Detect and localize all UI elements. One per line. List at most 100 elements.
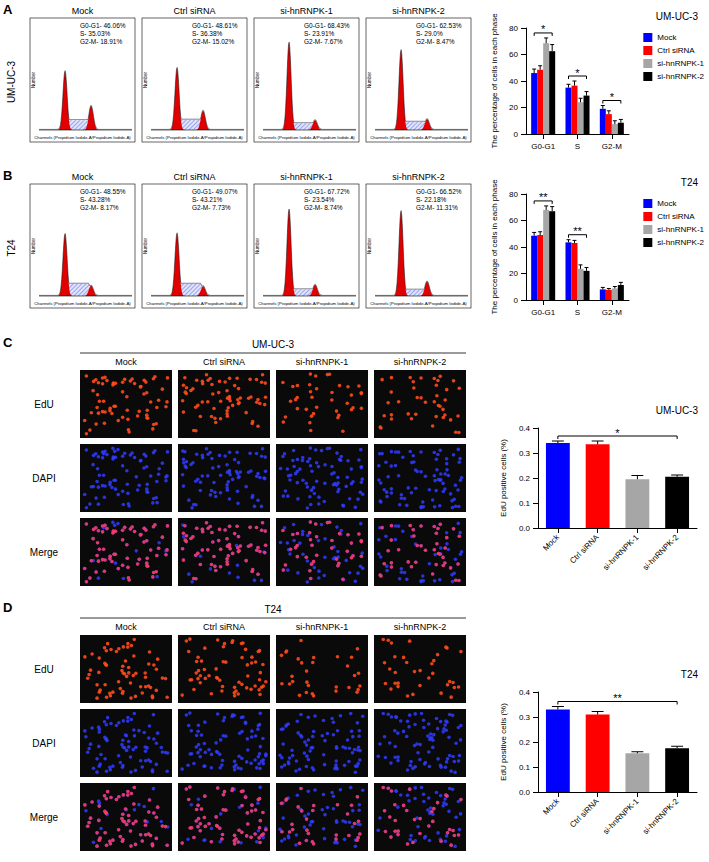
svg-text:Ctrl siRNA: Ctrl siRNA [657,212,695,221]
svg-text:Number: Number [367,72,372,89]
svg-text:Mock: Mock [72,172,94,182]
svg-text:S- 43.21%: S- 43.21% [192,196,223,203]
svg-text:40: 40 [509,243,518,252]
svg-text:G2-M- 15.02%: G2-M- 15.02% [192,38,234,45]
svg-text:G0-G1- 48.61%: G0-G1- 48.61% [192,22,238,29]
svg-text:G2-M- 7.73%: G2-M- 7.73% [192,204,231,211]
svg-text:S: S [575,308,580,317]
svg-text:0: 0 [514,130,519,139]
svg-text:0.1: 0.1 [519,763,531,772]
svg-text:0.0: 0.0 [519,788,531,797]
svg-text:Ctrl siRNA: Ctrl siRNA [203,622,245,632]
svg-text:Ctrl siRNA: Ctrl siRNA [568,796,601,829]
svg-text:0.2: 0.2 [519,738,531,747]
svg-text:Ctrl siRNA: Ctrl siRNA [568,532,601,565]
svg-text:S- 23.54%: S- 23.54% [304,196,335,203]
svg-text:si-hnRNPK-1: si-hnRNPK-1 [657,59,704,68]
svg-text:EdU: EdU [34,399,53,410]
svg-text:G0-G1- 67.72%: G0-G1- 67.72% [304,188,350,195]
svg-text:S- 23.91%: S- 23.91% [304,30,335,37]
svg-text:D: D [3,600,12,615]
svg-text:0.3: 0.3 [519,449,531,458]
svg-text:*: * [615,427,620,439]
svg-text:Channels (Propidium Iodide-A/P: Channels (Propidium Iodide-A/Propidium I… [258,301,355,306]
svg-text:Ctrl siRNA: Ctrl siRNA [174,6,216,16]
svg-text:0: 0 [514,296,519,305]
svg-text:S- 36.38%: S- 36.38% [192,30,223,37]
svg-text:G0-G1- 66.52%: G0-G1- 66.52% [416,188,462,195]
svg-text:Ctrl siRNA: Ctrl siRNA [174,172,216,182]
svg-text:Mock: Mock [657,199,677,208]
svg-text:Mock: Mock [115,622,137,632]
svg-text:Channels (Propidium Iodide-A/P: Channels (Propidium Iodide-A/Propidium I… [34,301,131,306]
svg-text:Channels (Propidium Iodide-A/P: Channels (Propidium Iodide-A/Propidium I… [370,301,467,306]
svg-text:0.4: 0.4 [519,688,531,697]
svg-text:60: 60 [509,50,518,59]
svg-text:**: ** [613,692,622,704]
svg-text:**: ** [573,225,582,237]
svg-text:Number: Number [143,238,148,255]
svg-text:Merge: Merge [30,547,59,558]
svg-text:G2-M- 7.67%: G2-M- 7.67% [304,38,343,45]
svg-text:G0-G1- 46.06%: G0-G1- 46.06% [80,22,126,29]
svg-text:EdU positive cells (%): EdU positive cells (%) [499,439,508,517]
svg-text:G0-G1- 48.55%: G0-G1- 48.55% [80,188,126,195]
svg-text:G2-M- 8.47%: G2-M- 8.47% [416,38,455,45]
svg-text:Ctrl siRNA: Ctrl siRNA [657,46,695,55]
svg-text:UM-UC-3: UM-UC-3 [6,60,17,103]
svg-text:B: B [3,168,12,183]
svg-text:The percentage of cells in eac: The percentage of cells in each phase [490,179,499,315]
svg-text:Number: Number [255,72,260,89]
svg-text:Number: Number [31,72,36,89]
svg-text:T24: T24 [681,669,699,680]
svg-text:UM-UC-3: UM-UC-3 [656,405,699,416]
svg-text:si-hnRNPK-2: si-hnRNPK-2 [641,796,681,836]
svg-text:20: 20 [509,103,518,112]
svg-text:S- 35.03%: S- 35.03% [80,30,111,37]
svg-text:si-hnRNPK-1: si-hnRNPK-1 [296,622,349,632]
svg-text:si-hnRNPK-1: si-hnRNPK-1 [657,225,704,234]
svg-text:T24: T24 [681,177,699,188]
svg-text:Merge: Merge [30,812,59,823]
svg-text:Mock: Mock [115,357,137,367]
svg-text:si-hnRNPK-2: si-hnRNPK-2 [394,622,447,632]
svg-text:G2-M- 8.74%: G2-M- 8.74% [304,204,343,211]
svg-text:S- 43.28%: S- 43.28% [80,196,111,203]
svg-text:40: 40 [509,77,518,86]
svg-text:Channels (Propidium Iodide-A/P: Channels (Propidium Iodide-A/Propidium I… [370,135,467,140]
svg-text:si-hnRNPK-2: si-hnRNPK-2 [394,357,447,367]
svg-text:si-hnRNPK-2: si-hnRNPK-2 [392,172,445,182]
svg-text:G2-M- 11.31%: G2-M- 11.31% [416,204,458,211]
svg-text:si-hnRNPK-1: si-hnRNPK-1 [296,357,349,367]
svg-text:si-hnRNPK-1: si-hnRNPK-1 [601,796,641,836]
svg-text:Mock: Mock [541,533,561,553]
svg-text:T24: T24 [6,239,17,257]
svg-text:si-hnRNPK-2: si-hnRNPK-2 [657,238,704,247]
svg-text:80: 80 [509,190,518,199]
svg-text:Mock: Mock [72,6,94,16]
svg-text:si-hnRNPK-2: si-hnRNPK-2 [641,532,681,572]
svg-text:si-hnRNPK-1: si-hnRNPK-1 [280,6,333,16]
svg-text:G2-M: G2-M [602,142,622,151]
svg-text:0.0: 0.0 [519,524,531,533]
svg-text:60: 60 [509,216,518,225]
svg-text:G0-G1- 49.07%: G0-G1- 49.07% [192,188,238,195]
svg-text:si-hnRNPK-1: si-hnRNPK-1 [601,532,641,572]
svg-text:Number: Number [255,238,260,255]
svg-text:si-hnRNPK-1: si-hnRNPK-1 [280,172,333,182]
svg-text:G0-G1: G0-G1 [531,308,556,317]
svg-text:Mock: Mock [657,33,677,42]
svg-text:T24: T24 [264,604,282,615]
svg-text:0.3: 0.3 [519,713,531,722]
svg-text:Number: Number [367,238,372,255]
svg-text:DAPI: DAPI [32,473,55,484]
svg-text:0.4: 0.4 [519,424,531,433]
svg-text:*: * [541,23,546,35]
svg-text:G2-M- 8.17%: G2-M- 8.17% [80,204,119,211]
svg-text:EdU: EdU [34,664,53,675]
svg-text:G2-M- 18.91%: G2-M- 18.91% [80,38,122,45]
svg-text:0.2: 0.2 [519,474,531,483]
svg-text:**: ** [539,191,548,203]
svg-text:C: C [3,335,13,350]
svg-text:S- 29.0%: S- 29.0% [416,30,443,37]
